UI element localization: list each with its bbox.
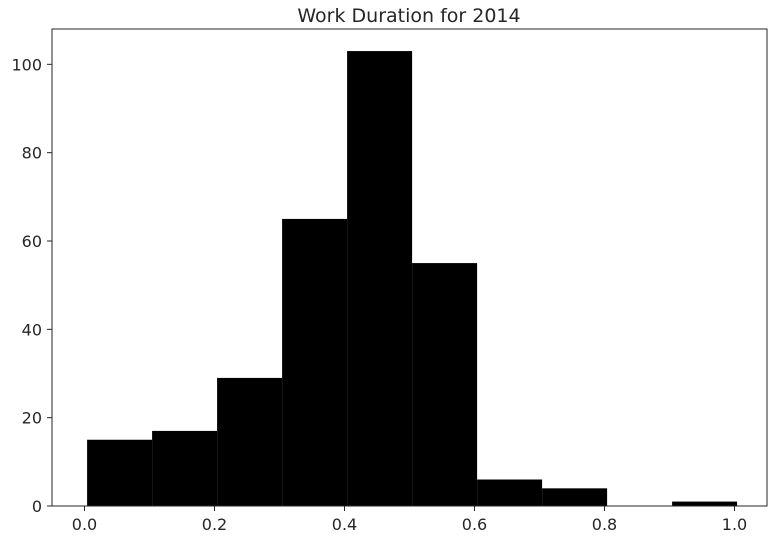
- chart-title: Work Duration for 2014: [297, 5, 520, 27]
- histogram-bar-2: [152, 430, 218, 506]
- histogram-bar-6: [412, 263, 478, 506]
- bars: [87, 51, 738, 506]
- histogram-bar-1: [87, 439, 153, 506]
- x-tick-label: 0.4: [332, 515, 357, 534]
- histogram-bar-10: [672, 501, 738, 506]
- histogram-bar-8: [542, 488, 608, 506]
- histogram-bar-3: [217, 377, 283, 506]
- y-tick-label: 60: [22, 232, 42, 251]
- histogram-bar-4: [282, 218, 348, 506]
- y-tick-label: 0: [32, 497, 42, 516]
- y-tick-label: 20: [22, 409, 42, 428]
- x-tick-label: 1.0: [722, 515, 747, 534]
- plot-frame: [51, 28, 768, 507]
- histogram-bar-5: [347, 51, 413, 506]
- histogram-bar-7: [477, 479, 543, 506]
- x-tick-label: 0.8: [592, 515, 617, 534]
- x-axis: 0.0 0.2 0.4 0.6 0.8 1.0: [72, 506, 747, 534]
- y-axis: 0 20 40 60 80 100: [11, 55, 52, 516]
- y-tick-label: 80: [22, 144, 42, 163]
- x-tick-label: 0.2: [202, 515, 227, 534]
- x-tick-label: 0.0: [72, 515, 97, 534]
- y-tick-label: 100: [11, 55, 42, 74]
- x-tick-label: 0.6: [462, 515, 487, 534]
- y-tick-label: 40: [22, 320, 42, 339]
